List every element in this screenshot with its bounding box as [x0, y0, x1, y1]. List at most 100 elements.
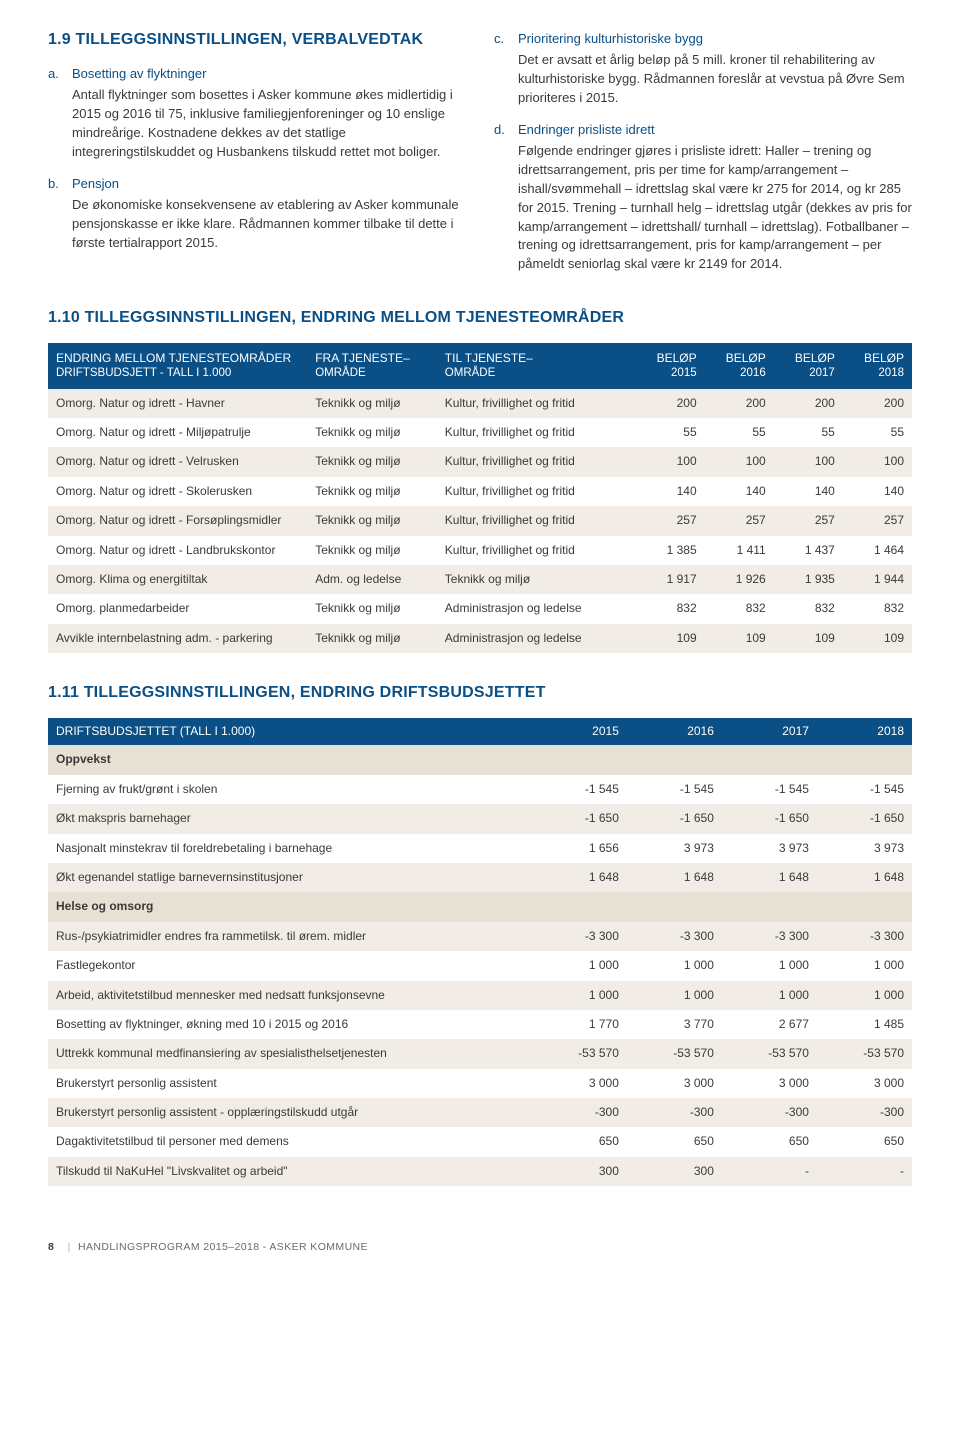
table-row: Arbeid, aktivitetstilbud mennesker med n… — [48, 981, 912, 1010]
cell-value: -300 — [532, 1098, 627, 1127]
cell-value: -3 300 — [722, 922, 817, 951]
cell-value: 55 — [843, 418, 912, 447]
cell-value: 109 — [705, 624, 774, 653]
cell-value: 832 — [774, 594, 843, 623]
cell-value: -300 — [817, 1098, 912, 1127]
table-row: Nasjonalt minstekrav til foreldrebetalin… — [48, 834, 912, 863]
cell-value: 200 — [843, 389, 912, 418]
th-2018: 2018 — [817, 718, 912, 745]
cell-value: 200 — [774, 389, 843, 418]
cell-label: Uttrekk kommunal medfinansiering av spes… — [48, 1039, 532, 1068]
cell-label: Brukerstyrt personlig assistent - opplær… — [48, 1098, 532, 1127]
heading-1-9: 1.9 TILLEGGSINNSTILLINGEN, VERBALVEDTAK — [48, 28, 466, 51]
cell-from: Teknikk og miljø — [307, 447, 437, 476]
cell-label: Omorg. planmedarbeider — [48, 594, 307, 623]
paragraph-letter: d. — [494, 121, 508, 274]
cell-value: - — [722, 1157, 817, 1186]
table-row: Dagaktivitetstilbud til personer med dem… — [48, 1127, 912, 1156]
cell-to: Kultur, frivillighet og fritid — [437, 389, 636, 418]
lettered-paragraph: c.Prioritering kulturhistoriske byggDet … — [494, 30, 912, 107]
th-2018: BELØP2018 — [843, 343, 912, 388]
cell-value: 1 926 — [705, 565, 774, 594]
paragraph-lead: Pensjon — [72, 175, 466, 194]
paragraph-body: Prioritering kulturhistoriske byggDet er… — [518, 30, 912, 107]
cell-from: Teknikk og miljø — [307, 506, 437, 535]
cell-value: 1 464 — [843, 536, 912, 565]
cell-value: 3 770 — [627, 1010, 722, 1039]
cell-to: Administrasjon og ledelse — [437, 594, 636, 623]
table-row: Omorg. Natur og idrett - MiljøpatruljeTe… — [48, 418, 912, 447]
table-row: Rus-/psykiatrimidler endres fra rammetil… — [48, 922, 912, 951]
paragraph-letter: a. — [48, 65, 62, 161]
cell-value: 1 000 — [722, 981, 817, 1010]
table-row: Omorg. planmedarbeiderTeknikk og miljøAd… — [48, 594, 912, 623]
cell-label: Fastlegekontor — [48, 951, 532, 980]
th-2015: BELØP2015 — [636, 343, 705, 388]
table-1-10: ENDRING MELLOM TJENESTEOMRÅDERDRIFTSBUDS… — [48, 343, 912, 653]
th-fra: FRA TJENESTE–OMRÅDE — [307, 343, 437, 388]
cell-value: 109 — [636, 624, 705, 653]
cell-value: 832 — [636, 594, 705, 623]
cell-label: Omorg. Natur og idrett - Velrusken — [48, 447, 307, 476]
cell-value: 109 — [774, 624, 843, 653]
cell-value: 140 — [774, 477, 843, 506]
cell-label: Omorg. Klima og energitiltak — [48, 565, 307, 594]
paragraph-text: Antall flyktninger som bosettes i Asker … — [72, 87, 453, 159]
table-header-row: ENDRING MELLOM TJENESTEOMRÅDERDRIFTSBUDS… — [48, 343, 912, 388]
table-row: Økt egenandel statlige barnevernsinstitu… — [48, 863, 912, 892]
cell-label: Omorg. Natur og idrett - Skolerusken — [48, 477, 307, 506]
cell-value: 3 000 — [627, 1069, 722, 1098]
cell-value: -300 — [627, 1098, 722, 1127]
table-row: Omorg. Klima og energitiltakAdm. og lede… — [48, 565, 912, 594]
cell-value: 55 — [705, 418, 774, 447]
cell-value: 1 000 — [817, 951, 912, 980]
cell-value: 3 973 — [817, 834, 912, 863]
section-1-10: 1.10 TILLEGGSINNSTILLINGEN, ENDRING MELL… — [48, 306, 912, 653]
cell-label: Omorg. Natur og idrett - Forsøplingsmidl… — [48, 506, 307, 535]
cell-from: Teknikk og miljø — [307, 594, 437, 623]
cell-value: 1 437 — [774, 536, 843, 565]
cell-to: Administrasjon og ledelse — [437, 624, 636, 653]
cell-value: 257 — [636, 506, 705, 535]
cell-label: Tilskudd til NaKuHel "Livskvalitet og ar… — [48, 1157, 532, 1186]
table-row: Økt makspris barnehager-1 650-1 650-1 65… — [48, 804, 912, 833]
cell-value: 650 — [722, 1127, 817, 1156]
cell-value: 3 000 — [532, 1069, 627, 1098]
th-2017: 2017 — [722, 718, 817, 745]
table-row: Bosetting av flyktninger, økning med 10 … — [48, 1010, 912, 1039]
page-footer: 8 | HANDLINGSPROGRAM 2015–2018 - ASKER K… — [48, 1240, 912, 1255]
cell-label: Dagaktivitetstilbud til personer med dem… — [48, 1127, 532, 1156]
cell-to: Kultur, frivillighet og fritid — [437, 506, 636, 535]
cell-value: 1 656 — [532, 834, 627, 863]
cell-value: -53 570 — [817, 1039, 912, 1068]
paragraph-body: PensjonDe økonomiske konsekvensene av et… — [72, 175, 466, 252]
paragraph-lead: Bosetting av flyktninger — [72, 65, 466, 84]
cell-value: 1 648 — [627, 863, 722, 892]
table-row: Omorg. Natur og idrett - VelruskenTeknik… — [48, 447, 912, 476]
th-2016: 2016 — [627, 718, 722, 745]
cell-value: 257 — [843, 506, 912, 535]
cell-value: -53 570 — [722, 1039, 817, 1068]
cell-value: 1 648 — [532, 863, 627, 892]
cell-value: 109 — [843, 624, 912, 653]
cell-value: 140 — [705, 477, 774, 506]
cell-value: 1 411 — [705, 536, 774, 565]
cell-label: Økt makspris barnehager — [48, 804, 532, 833]
cell-label: Brukerstyrt personlig assistent — [48, 1069, 532, 1098]
th-2015: 2015 — [532, 718, 627, 745]
cell-value: 140 — [843, 477, 912, 506]
cell-to: Kultur, frivillighet og fritid — [437, 477, 636, 506]
paragraph-lead: Endringer prisliste idrett — [518, 121, 912, 140]
cell-label: Økt egenandel statlige barnevernsinstitu… — [48, 863, 532, 892]
table-row: Omorg. Natur og idrett - SkoleruskenTekn… — [48, 477, 912, 506]
table-row: Fastlegekontor1 0001 0001 0001 000 — [48, 951, 912, 980]
paragraph-text: Det er avsatt et årlig beløp på 5 mill. … — [518, 52, 905, 105]
cell-value: -3 300 — [627, 922, 722, 951]
cell-value: 832 — [843, 594, 912, 623]
cell-value: 1 385 — [636, 536, 705, 565]
th-endring: ENDRING MELLOM TJENESTEOMRÅDERDRIFTSBUDS… — [48, 343, 307, 388]
table-row: Brukerstyrt personlig assistent3 0003 00… — [48, 1069, 912, 1098]
cell-value: -3 300 — [532, 922, 627, 951]
lettered-paragraph: a. Bosetting av flyktninger Antall flyktni… — [48, 65, 466, 161]
th-2016: BELØP2016 — [705, 343, 774, 388]
